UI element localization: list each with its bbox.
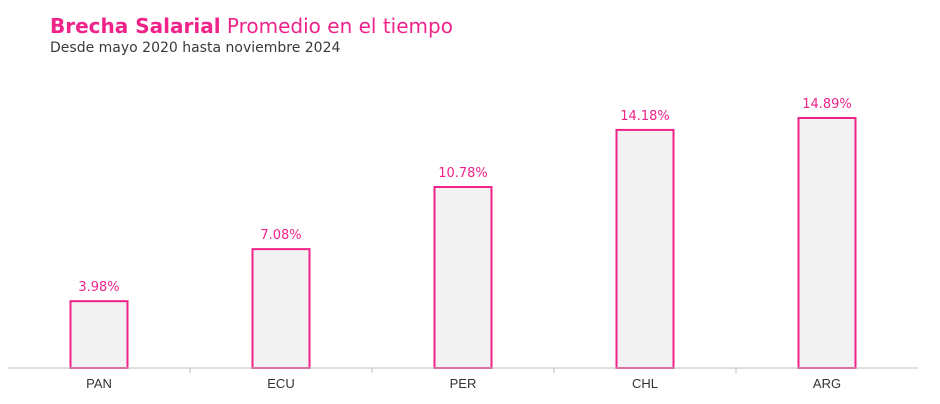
- data-labels-group: 3.98% 7.08% 10.78% 14.18% 14.89%: [78, 97, 851, 295]
- bar-ecu: [251, 248, 311, 370]
- bar-chl: [615, 128, 675, 369]
- data-label-chl: 14.18%: [620, 109, 670, 124]
- x-tick-label-ecu: ECU: [267, 376, 294, 391]
- x-tick-label-per: PER: [450, 376, 477, 391]
- bar-per: [433, 186, 493, 369]
- x-tick-label-arg: ARG: [813, 376, 841, 391]
- data-label-arg: 14.89%: [802, 97, 852, 112]
- data-label-ecu: 7.08%: [260, 228, 301, 243]
- chart-title: Brecha Salarial Promedio en el tiempo: [50, 14, 453, 38]
- bars-group: [69, 117, 857, 370]
- bar-pan: [69, 300, 129, 370]
- chart-title-rest: Promedio en el tiempo: [220, 14, 453, 38]
- bar-arg: [797, 117, 857, 369]
- chart-title-bold: Brecha Salarial: [50, 14, 221, 38]
- data-label-per: 10.78%: [438, 166, 488, 181]
- x-ticks-group: PAN ECU PER CHL ARG: [86, 368, 841, 391]
- data-label-pan: 3.98%: [78, 280, 119, 295]
- x-tick-label-chl: CHL: [632, 376, 658, 391]
- chart-subtitle: Desde mayo 2020 hasta noviembre 2024: [50, 40, 341, 56]
- x-tick-label-pan: PAN: [86, 376, 112, 391]
